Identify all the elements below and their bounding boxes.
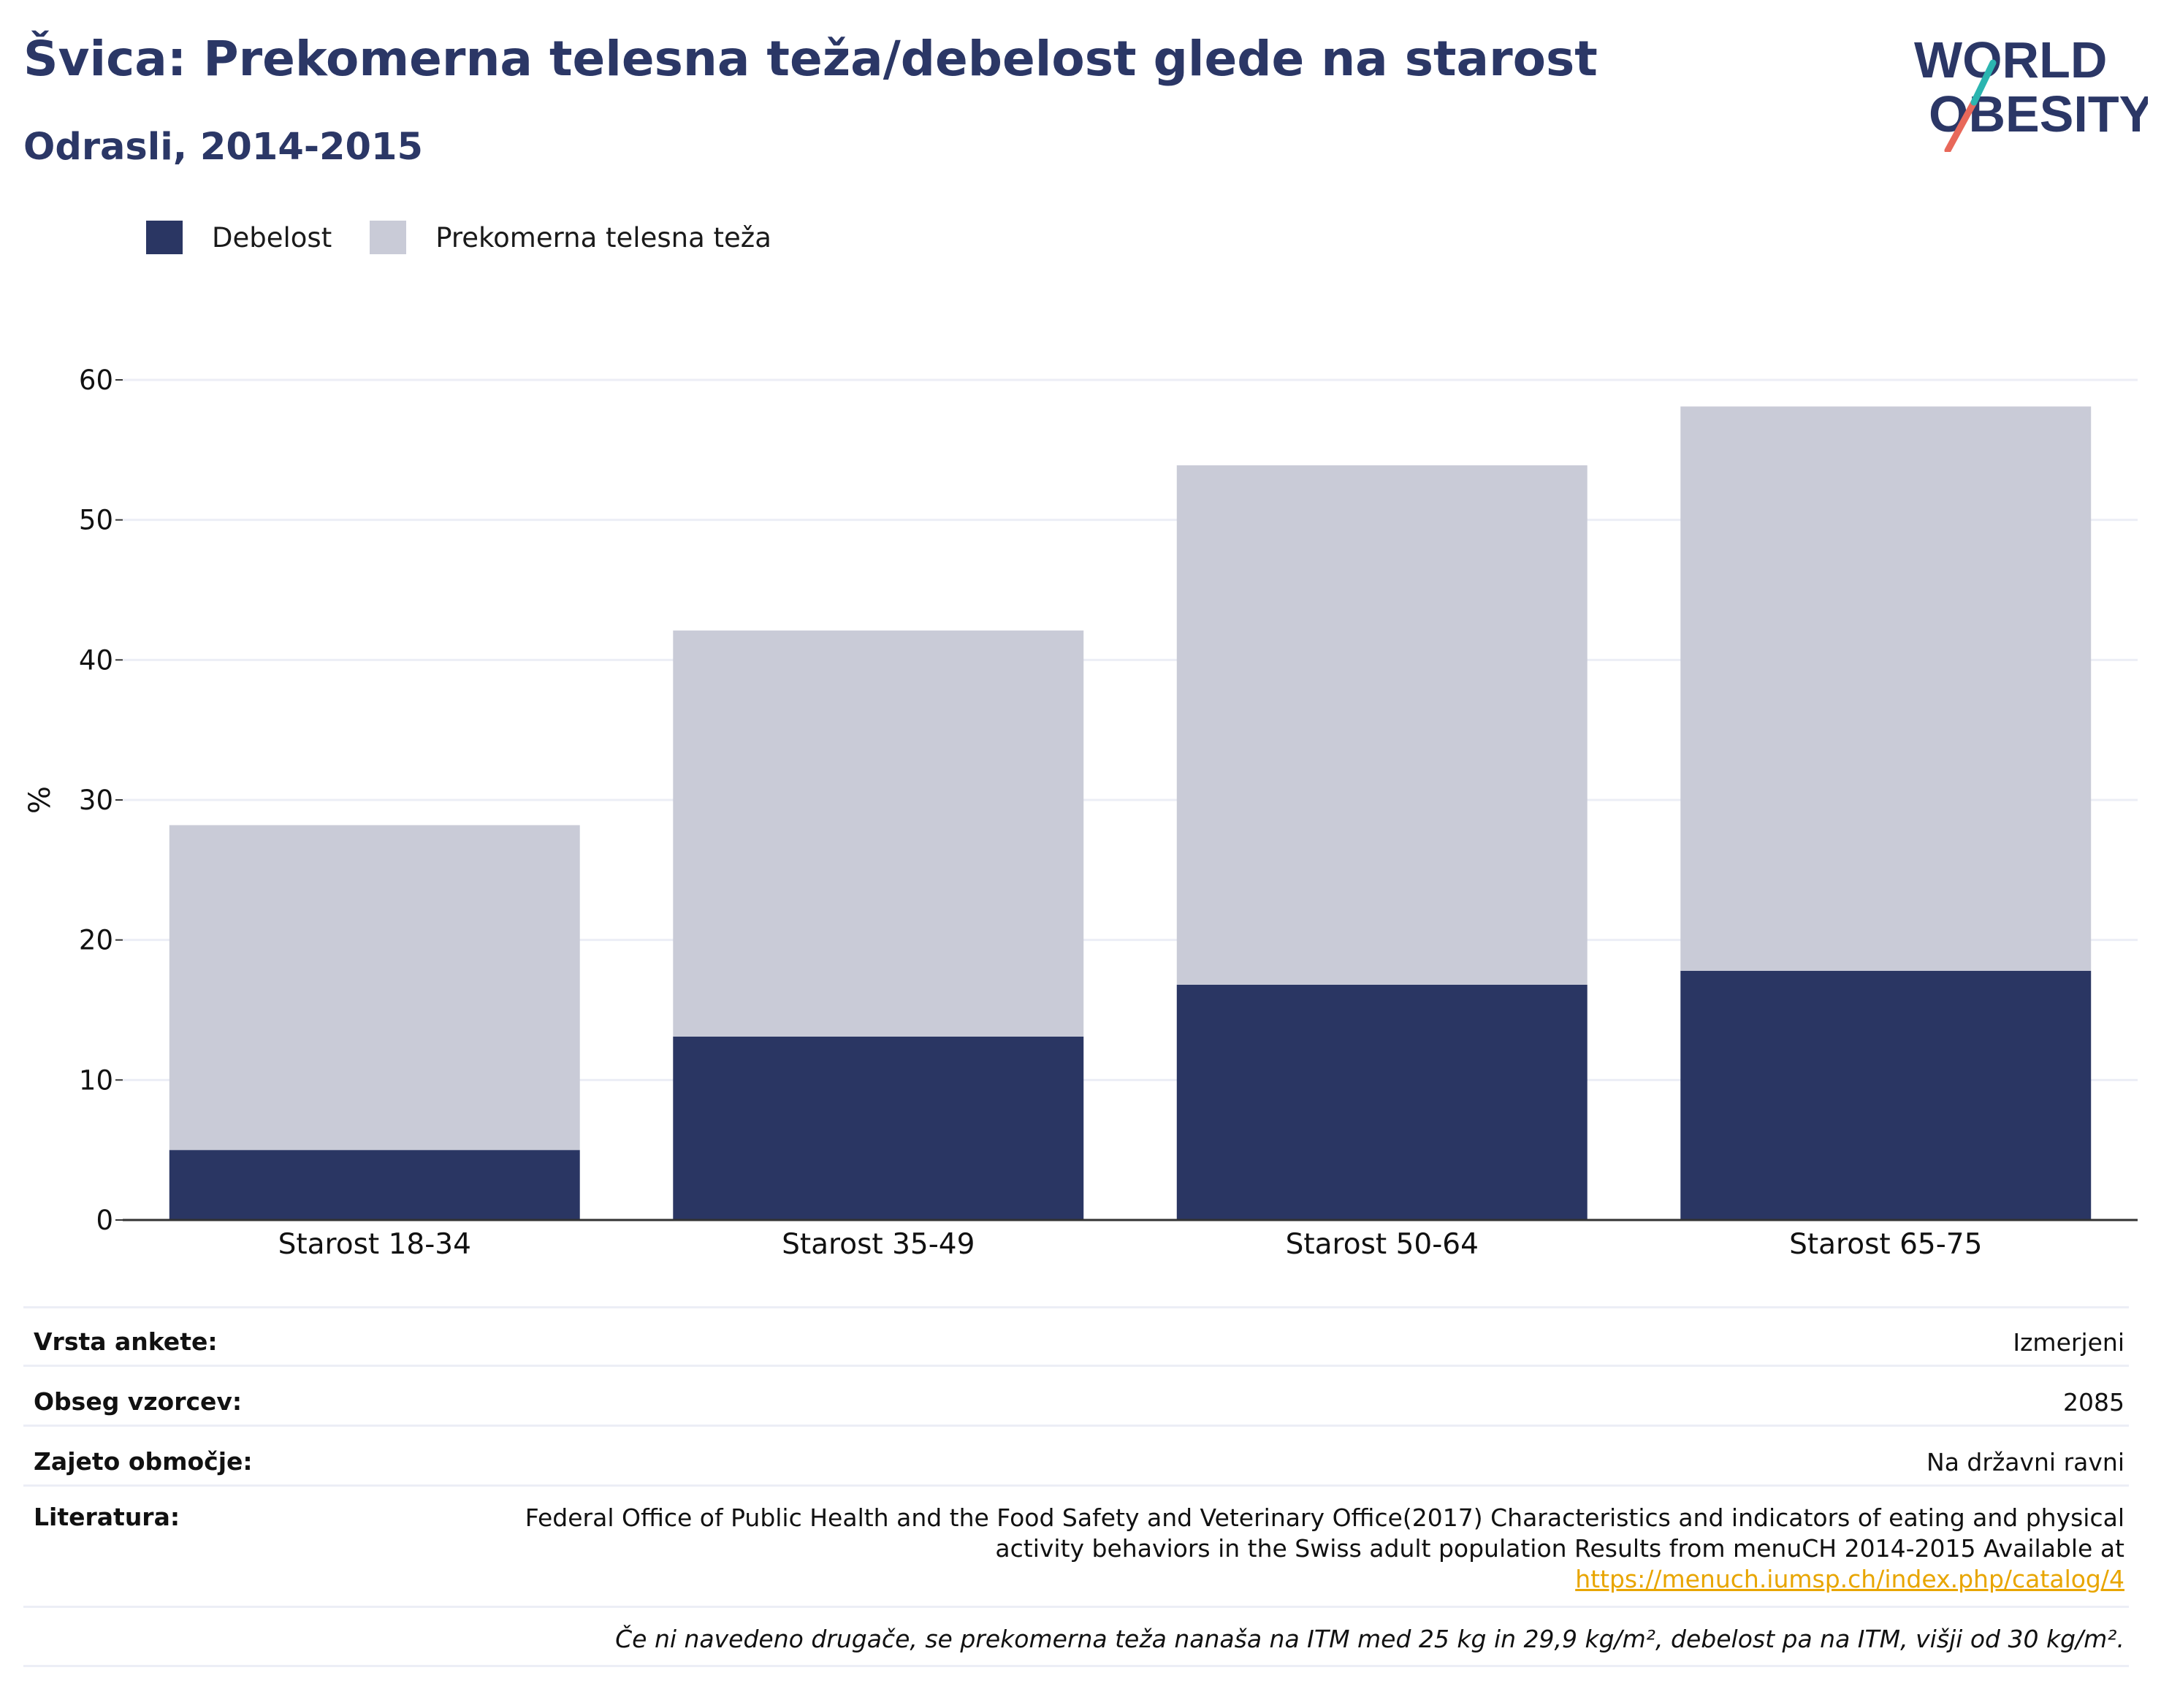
x-tick-label-1: Starost 18-34 [278,1228,471,1261]
legend-swatch-obesity [146,221,183,254]
survey-type-label: Vrsta ankete: [34,1327,218,1356]
logo-slash-red [1944,99,1978,152]
chart-subtitle: Odrasli, 2014-2015 [23,126,423,169]
bar-obesity-2 [673,1036,1084,1220]
logo-slash-teal [1970,59,1997,106]
bar-chart: 0 10 20 30 40 50 60% Starost 18-34 Starost 35-49… [23,365,2138,1261]
logo-text-world: WORLD [1914,31,2107,88]
y-tick-label-40: 40 [79,644,113,676]
reference-link[interactable]: https://menuch.iumsp.ch/index.php/catalo… [1575,1565,2124,1593]
y-tick-label-0: 0 [96,1205,113,1236]
coverage-value: Na državni ravni [1926,1448,2124,1476]
survey-info-table: Vrsta ankete: Izmerjeni Obseg vzorcev: 2… [23,1306,2129,1667]
info-row-note: Če ni navedeno drugače, se prekomerna te… [23,1606,2129,1667]
bar-obesity-4 [1680,970,2092,1220]
reference-text: Federal Office of Public Health and the … [525,1503,2129,1595]
legend-item-overweight[interactable]: Prekomerna telesna teža [370,221,771,254]
x-tick-label-2: Starost 35-49 [782,1228,975,1261]
legend: Debelost Prekomerna telesna teža [146,219,809,256]
survey-type-value: Izmerjeni [2013,1328,2124,1357]
y-tick-label-20: 20 [79,925,113,956]
reference-line-1: Federal Office of Public Health and the … [525,1503,2124,1532]
bar-overweight-1 [169,825,580,1151]
sample-size-label: Obseg vzorcev: [34,1387,243,1416]
info-row-reference: Literatura: Federal Office of Public Hea… [23,1484,2129,1606]
reference-line-2: activity behaviors in the Swiss adult po… [995,1534,2124,1563]
bar-overweight-2 [673,630,1084,1037]
legend-label-overweight: Prekomerna telesna teža [435,221,771,253]
coverage-label: Zajeto območje: [34,1447,253,1476]
legend-swatch-overweight [370,221,407,254]
x-tick-label-3: Starost 50-64 [1286,1228,1479,1261]
bar-overweight-3 [1176,465,1588,985]
y-tick-label-60: 60 [79,365,113,396]
reference-label: Literatura: [34,1503,180,1531]
x-tick-label-4: Starost 65-75 [1789,1228,1982,1261]
info-row-survey-type: Vrsta ankete: Izmerjeni [23,1306,2129,1365]
definition-note: Če ni navedeno drugače, se prekomerna te… [615,1625,2124,1653]
legend-label-obesity: Debelost [212,221,332,253]
y-tick-label-10: 10 [79,1064,113,1096]
bar-obesity-3 [1176,985,1588,1220]
y-tick-label-50: 50 [79,505,113,536]
sample-size-value: 2085 [2063,1388,2124,1417]
bar-overweight-4 [1680,406,2092,971]
info-row-coverage: Zajeto območje: Na državni ravni [23,1425,2129,1484]
world-obesity-logo: WORLD OBESITY [1914,31,2148,152]
chart-title: Švica: Prekomerna telesna teža/debelost … [23,31,1598,87]
info-row-sample-size: Obseg vzorcev: 2085 [23,1365,2129,1425]
legend-item-obesity[interactable]: Debelost [146,221,332,254]
y-axis-label: % [23,786,57,814]
bar-obesity-1 [169,1150,580,1220]
y-tick-label-30: 30 [79,785,113,816]
